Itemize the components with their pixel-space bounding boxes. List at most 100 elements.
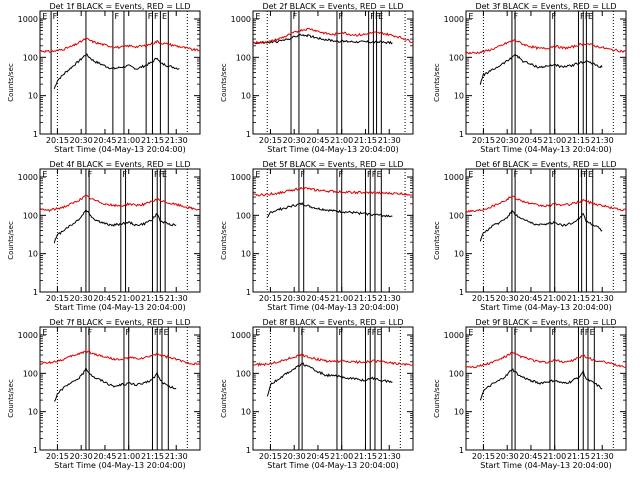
- x-tick-label: 21:15: [141, 136, 164, 145]
- x-tick-label: 20:15: [259, 294, 282, 303]
- x-tick-label: 20:30: [70, 136, 93, 145]
- x-axis-label: Start Time (04-May-13 20:04:00): [54, 145, 185, 154]
- x-tick-label: 20:45: [93, 294, 116, 303]
- x-tick-label: 21:15: [354, 294, 377, 303]
- marker-label: E: [377, 328, 382, 337]
- marker-label: F: [375, 12, 380, 21]
- y-tick-label: 1: [33, 130, 38, 139]
- plot-frame: [252, 168, 414, 293]
- plot-title: Det 1f BLACK = Events, RED = LLD: [49, 2, 190, 11]
- marker-label: E: [468, 328, 473, 337]
- x-tick-label: 21:00: [117, 294, 140, 303]
- x-tick-label: 21:15: [567, 136, 590, 145]
- y-tick-label: 100: [236, 369, 251, 378]
- series-line-lld: [252, 27, 414, 45]
- x-axis-label: Start Time (04-May-13 20:04:00): [480, 303, 611, 312]
- series-line-lld: [465, 351, 627, 369]
- y-tick-label: 1: [33, 446, 38, 455]
- y-tick-label: 100: [23, 211, 38, 220]
- series-line-events: [53, 208, 177, 244]
- y-tick-label: 10: [28, 408, 38, 417]
- marker-label: F: [370, 12, 375, 21]
- plot-frame: [252, 10, 414, 135]
- x-tick-label: 21:30: [165, 452, 188, 461]
- y-tick-label: 10: [454, 250, 464, 259]
- series-line-events: [479, 368, 603, 401]
- marker-label: F: [580, 12, 585, 21]
- x-tick-label: 20:15: [259, 136, 282, 145]
- series-line-lld: [39, 350, 201, 366]
- marker-label: E: [255, 328, 260, 337]
- x-axis-label: Start Time (04-May-13 20:04:00): [480, 461, 611, 470]
- x-tick-label: 21:30: [165, 294, 188, 303]
- y-tick-label: 1000: [444, 173, 464, 182]
- x-tick-label: 21:15: [567, 294, 590, 303]
- x-tick-label: 20:30: [496, 452, 519, 461]
- marker-label: F: [88, 328, 93, 337]
- marker-label: F: [339, 170, 344, 179]
- x-tick-label: 20:30: [283, 136, 306, 145]
- y-axis-label: Counts/sec: [7, 221, 15, 260]
- y-tick-label: 1000: [18, 15, 38, 24]
- marker-label: F: [372, 328, 377, 337]
- x-tick-label: 21:00: [543, 452, 566, 461]
- marker-label: F: [367, 328, 372, 337]
- x-tick-label: 20:30: [70, 452, 93, 461]
- x-tick-label: 20:15: [46, 136, 69, 145]
- marker-label: F: [88, 170, 93, 179]
- y-tick-label: 10: [241, 92, 251, 101]
- x-tick-label: 21:00: [543, 294, 566, 303]
- y-tick-label: 1000: [444, 331, 464, 340]
- y-axis-label: Counts/sec: [7, 63, 15, 102]
- marker-label: F: [580, 170, 585, 179]
- series-line-lld: [465, 195, 627, 213]
- y-tick-label: 1000: [18, 331, 38, 340]
- series-line-lld: [465, 39, 627, 55]
- marker-label: F: [126, 328, 131, 337]
- series-line-events: [53, 366, 177, 402]
- marker-label: E: [255, 12, 260, 21]
- marker-label: F: [339, 12, 344, 21]
- y-tick-label: 100: [449, 53, 464, 62]
- series-line-events: [53, 53, 180, 90]
- marker-label: F: [372, 170, 377, 179]
- plot-frame: [465, 10, 627, 135]
- series-line-lld: [252, 353, 414, 367]
- marker-label: F: [154, 328, 159, 337]
- y-tick-label: 1000: [18, 173, 38, 182]
- marker-label: E: [162, 170, 167, 179]
- y-tick-label: 1000: [444, 15, 464, 24]
- y-tick-label: 1: [33, 288, 38, 297]
- x-tick-label: 21:30: [165, 136, 188, 145]
- plot-title: Det 7f BLACK = Events, RED = LLD: [49, 318, 190, 327]
- x-tick-label: 21:30: [591, 136, 614, 145]
- marker-label: E: [377, 170, 382, 179]
- x-tick-label: 21:15: [354, 452, 377, 461]
- x-tick-label: 20:45: [306, 136, 329, 145]
- y-tick-label: 1000: [231, 15, 251, 24]
- series-line-events: [266, 362, 393, 397]
- series-line-lld: [252, 186, 414, 197]
- x-tick-label: 20:45: [306, 452, 329, 461]
- marker-label: F: [583, 170, 588, 179]
- x-tick-label: 20:45: [93, 136, 116, 145]
- y-tick-label: 100: [236, 53, 251, 62]
- marker-label: F: [53, 12, 58, 21]
- marker-label: E: [588, 170, 593, 179]
- y-axis-label: Counts/sec: [7, 379, 15, 418]
- plot-title: Det 9f BLACK = Events, RED = LLD: [475, 318, 616, 327]
- marker-label: F: [339, 328, 344, 337]
- x-tick-label: 20:45: [93, 452, 116, 461]
- marker-label: F: [154, 170, 159, 179]
- y-tick-label: 100: [449, 369, 464, 378]
- plot-title: Det 3f BLACK = Events, RED = LLD: [475, 2, 616, 11]
- marker-label: F: [159, 328, 164, 337]
- plot-title: Det 8f BLACK = Events, RED = LLD: [262, 318, 403, 327]
- x-tick-label: 20:45: [519, 294, 542, 303]
- x-tick-label: 20:45: [519, 136, 542, 145]
- marker-label: F: [154, 12, 159, 21]
- series-line-events: [479, 209, 603, 242]
- x-tick-label: 20:15: [472, 294, 495, 303]
- plot-frame: [39, 10, 201, 135]
